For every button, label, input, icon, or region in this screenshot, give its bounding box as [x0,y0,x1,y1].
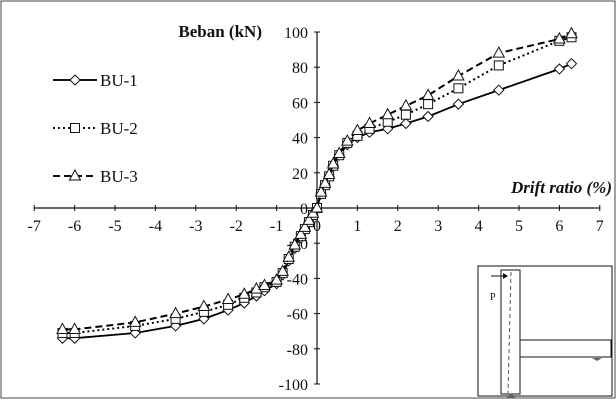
x-tick-label: 7 [596,218,604,235]
y-tick-label: 100 [284,25,308,42]
data-point [270,273,283,285]
data-point [250,281,263,294]
data-point [332,146,346,158]
legend-label: BU-1 [100,71,138,90]
y-tick-label: 20 [292,166,308,183]
data-point [553,63,566,75]
data-point [452,98,465,110]
data-point [493,84,505,96]
x-tick-label: -7 [28,218,41,235]
inset-dashed-line [507,271,512,394]
data-point [68,322,81,334]
data-point [399,98,413,111]
x-axis-title: Drift ratio (%) [510,178,612,197]
axes: -7-6-5-4-3-2-101234567-100-80-60-40-2002… [28,25,604,394]
data-point [302,213,316,225]
data-point [452,68,465,81]
data-point [276,264,290,276]
data-point [322,167,336,180]
x-tick-label: -4 [149,218,162,235]
y-tick-label: -40 [287,271,308,288]
x-tick-label: -5 [108,218,121,235]
x-tick-label: 1 [353,218,361,235]
data-point [453,83,464,94]
x-tick-label: 0 [313,218,321,235]
data-point [318,176,332,188]
y-tick-label: -60 [287,307,308,324]
data-point [400,109,411,120]
data-point [128,315,142,327]
data-point [221,292,235,305]
y-tick-label: 40 [292,131,308,148]
data-point [197,299,211,312]
data-point [258,278,271,290]
inset-arrow-head [503,273,508,279]
data-point [492,46,506,58]
legend-item: BU-3 [53,167,138,186]
data-point [423,99,434,110]
data-point [493,60,504,71]
data-point [298,220,312,232]
data-point [351,123,364,136]
data-point [400,117,412,130]
data-point [169,306,182,319]
data-point [56,322,69,334]
data-point [421,88,435,100]
x-tick-label: 6 [555,218,563,235]
inset-support-right [592,358,602,361]
legend-label: BU-2 [100,119,138,138]
y-tick-label: -80 [287,342,308,359]
x-tick-label: -1 [270,218,283,235]
inset-beam [519,339,612,358]
data-point [288,237,302,250]
inset-support-bottom [506,393,516,398]
x-tick-label: 5 [515,218,523,235]
series-bu-3 [56,26,578,334]
x-tick-label: 3 [434,218,442,235]
data-point [314,185,328,197]
y-tick-label: -100 [279,377,308,394]
legend-marker [69,74,81,86]
data-point [282,250,296,262]
legend-marker [68,168,82,181]
y-tick-label: 60 [292,95,308,112]
data-point [340,134,354,146]
x-tick-label: -2 [230,218,243,235]
y-axis-title: Beban (kN) [178,22,262,41]
data-point [565,57,578,70]
x-tick-label: -3 [189,218,202,235]
data-point [422,110,434,123]
x-tick-label: -6 [68,218,81,235]
inset-load-label: P [490,292,496,303]
inset-diagram: P [477,265,613,398]
legend-item: BU-1 [53,71,138,90]
legend-item: BU-2 [53,119,138,138]
data-point [381,107,395,120]
inset-frame [477,265,613,397]
legend-marker [70,123,80,133]
data-series [56,26,578,344]
y-tick-label: 0 [300,201,308,218]
data-point [553,32,566,44]
legend-label: BU-3 [100,167,138,186]
x-tick-label: 2 [394,218,402,235]
data-point [237,287,251,299]
data-point [565,26,578,39]
y-tick-label: 80 [292,60,308,77]
data-point [326,156,340,169]
data-point [294,227,308,239]
data-point [310,200,324,213]
legend: BU-1 BU-2 BU-3 [53,71,138,186]
x-tick-label: 4 [475,218,483,235]
data-point [363,116,376,129]
